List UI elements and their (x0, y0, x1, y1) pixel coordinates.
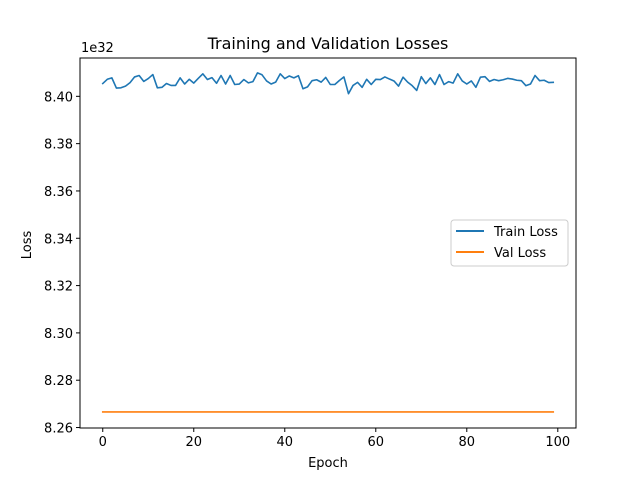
x-tick-label: 40 (276, 435, 293, 450)
y-tick-label: 8.36 (44, 185, 73, 200)
x-tick-label: 100 (545, 435, 570, 450)
y-axis-ticks: 8.26 8.28 8.30 8.32 8.34 8.36 8.38 8.40 (44, 90, 80, 437)
x-tick-label: 60 (368, 435, 385, 450)
series-line-train-loss (101, 72, 555, 95)
y-axis-offset-label: 1e32 (81, 41, 114, 56)
series-layer (101, 72, 555, 413)
y-tick-label: 8.34 (44, 232, 73, 247)
y-tick-label: 8.30 (44, 327, 73, 342)
x-axis-label: Epoch (308, 456, 348, 471)
y-tick-label: 8.28 (44, 374, 73, 389)
y-tick-label: 8.40 (44, 90, 73, 105)
x-tick-label: 20 (185, 435, 202, 450)
y-tick-label: 8.26 (44, 422, 73, 437)
y-tick-label: 8.32 (44, 280, 73, 295)
y-axis-label: Loss (20, 231, 35, 260)
legend-label-train-loss: Train Loss (493, 225, 558, 240)
plot-frame (79, 57, 577, 429)
x-axis-ticks: 0 20 40 60 80 100 (99, 428, 570, 450)
x-tick-label: 0 (99, 435, 107, 450)
legend: Train Loss Val Loss (450, 219, 569, 267)
x-tick-label: 80 (459, 435, 476, 450)
legend-label-val-loss: Val Loss (494, 246, 546, 261)
chart-title: Training and Validation Losses (207, 34, 449, 53)
y-tick-label: 8.38 (44, 138, 73, 153)
